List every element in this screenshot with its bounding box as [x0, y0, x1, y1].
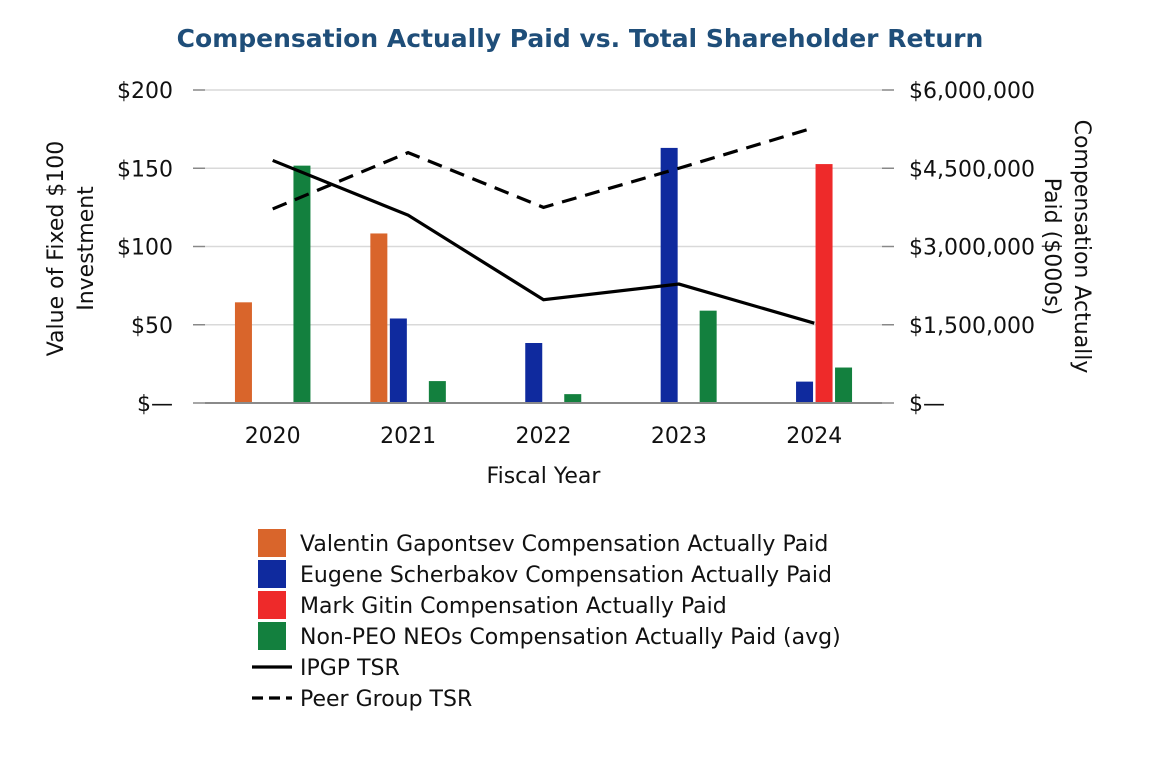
- left-axis-title: Value of Fixed $100: [44, 141, 69, 357]
- bar: [815, 164, 833, 403]
- bar: [835, 367, 853, 403]
- legend-label: Peer Group TSR: [300, 687, 472, 712]
- bars: [234, 147, 853, 403]
- left-axis-title: Investment: [74, 186, 99, 311]
- chart-title: Compensation Actually Paid vs. Total Sha…: [177, 24, 984, 53]
- x-axis-title: Fiscal Year: [487, 464, 602, 489]
- x-tick-label: 2021: [380, 424, 436, 449]
- legend-label: Non-PEO NEOs Compensation Actually Paid …: [300, 625, 841, 650]
- legend-swatch: [258, 529, 286, 557]
- legend-label: IPGP TSR: [300, 656, 400, 681]
- bar: [370, 233, 388, 403]
- right-axis-title: Paid ($000s): [1039, 178, 1064, 315]
- peer-group-tsr-line: [272, 126, 815, 211]
- grid: [205, 89, 882, 326]
- bar: [234, 302, 252, 403]
- legend-swatch: [258, 560, 286, 588]
- right-tick-label: $1,500,000: [909, 314, 1035, 339]
- bar: [525, 343, 543, 403]
- bar: [564, 394, 582, 403]
- right-axis-title: Compensation Actually: [1069, 120, 1094, 374]
- left-tick-label: $50: [131, 314, 173, 339]
- left-tick-label: $200: [117, 79, 173, 104]
- bar: [428, 381, 446, 403]
- right-tick-label: $6,000,000: [909, 79, 1035, 104]
- left-tick-label: $100: [117, 236, 173, 261]
- left-tick-label: $150: [117, 157, 173, 182]
- legend-label: Mark Gitin Compensation Actually Paid: [300, 594, 727, 619]
- axes: $— $50 $100 $150 $200 $— $1,500,000 $3,000,000 $…: [44, 79, 1094, 489]
- bar: [293, 165, 311, 403]
- legend: Valentin Gapontsev Compensation Actually…: [252, 529, 841, 712]
- bar: [699, 310, 717, 403]
- legend-swatch: [258, 622, 286, 650]
- bar: [796, 381, 814, 403]
- x-tick-label: 2024: [786, 424, 842, 449]
- left-tick-label: $—: [137, 392, 173, 417]
- bar: [389, 318, 407, 403]
- x-tick-label: 2022: [516, 424, 572, 449]
- x-tick-label: 2023: [651, 424, 707, 449]
- right-tick-label: $—: [909, 392, 945, 417]
- legend-label: Valentin Gapontsev Compensation Actually…: [300, 532, 828, 557]
- right-tick-label: $4,500,000: [909, 157, 1035, 182]
- legend-swatch: [258, 591, 286, 619]
- x-tick-label: 2020: [245, 424, 301, 449]
- right-tick-label: $3,000,000: [909, 236, 1035, 261]
- ipgp-tsr-line: [272, 158, 815, 325]
- bar: [660, 147, 678, 403]
- lines: [272, 126, 815, 325]
- legend-label: Eugene Scherbakov Compensation Actually …: [300, 563, 832, 588]
